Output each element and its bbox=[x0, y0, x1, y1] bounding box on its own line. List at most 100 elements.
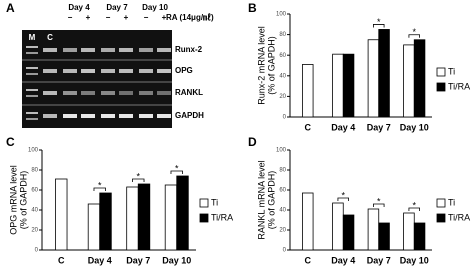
gel-band bbox=[139, 114, 153, 118]
y-tick-label: 20 bbox=[279, 228, 286, 234]
gel-band bbox=[63, 114, 77, 118]
significance-mark: * bbox=[341, 190, 345, 200]
ladder-band bbox=[26, 46, 38, 48]
significance-mark: * bbox=[412, 200, 416, 210]
bar bbox=[413, 222, 426, 251]
bar bbox=[99, 192, 112, 251]
gene-label: GAPDH bbox=[175, 111, 204, 120]
y-tick-label: 100 bbox=[276, 12, 287, 18]
x-tick-label: C bbox=[305, 255, 312, 265]
bar bbox=[342, 53, 355, 118]
bar bbox=[302, 64, 314, 118]
lane-label: M bbox=[29, 33, 36, 42]
bar bbox=[87, 203, 101, 251]
x-tick-label: Day 10 bbox=[400, 255, 429, 265]
gel-band bbox=[139, 69, 153, 73]
gene-label: Runx-2 bbox=[175, 45, 203, 54]
gel-band bbox=[101, 114, 115, 118]
bar bbox=[332, 202, 344, 251]
y-tick-label: 80 bbox=[279, 168, 286, 174]
significance-mark: * bbox=[98, 180, 102, 190]
y-tick-label: 20 bbox=[31, 228, 38, 234]
gel-band bbox=[43, 114, 57, 118]
gel-band bbox=[157, 48, 171, 52]
gene-label: RANKL bbox=[175, 88, 203, 97]
gel-band bbox=[139, 91, 153, 95]
panel-label: C bbox=[6, 135, 15, 149]
gel-band bbox=[119, 114, 133, 118]
ra-sign: − bbox=[68, 13, 73, 22]
legend-swatch bbox=[436, 213, 446, 223]
ra-sign: + bbox=[86, 13, 91, 22]
gel-band bbox=[63, 91, 77, 95]
legend-swatch bbox=[199, 213, 209, 223]
legend-label: Ti/RA bbox=[448, 81, 470, 91]
x-tick-label: Day 7 bbox=[126, 255, 150, 265]
legend-label: Ti bbox=[211, 197, 218, 207]
y-tick-label: 0 bbox=[283, 115, 287, 121]
y-tick-label: 40 bbox=[31, 208, 38, 214]
gel-band bbox=[139, 48, 153, 52]
significance-bracket bbox=[170, 170, 183, 174]
y-tick-label: 60 bbox=[279, 53, 286, 59]
x-tick-label: Day 4 bbox=[331, 255, 355, 265]
day-label: Day 7 bbox=[106, 3, 128, 12]
x-tick-label: Day 10 bbox=[400, 122, 429, 132]
gel-band bbox=[101, 69, 115, 73]
significance-mark: * bbox=[377, 17, 381, 27]
gel-band bbox=[43, 48, 57, 52]
legend-label: Ti/RA bbox=[211, 212, 233, 222]
gel-band bbox=[63, 48, 77, 52]
treatment-label: RA (14μg/㎖) bbox=[166, 12, 214, 22]
lane-label: C bbox=[47, 33, 53, 42]
gel-band bbox=[119, 91, 133, 95]
significance-bracket bbox=[337, 197, 349, 201]
bar bbox=[332, 53, 344, 118]
bar bbox=[55, 178, 68, 251]
significance-mark: * bbox=[377, 196, 381, 206]
gel-band bbox=[81, 48, 95, 52]
gel-band bbox=[81, 91, 95, 95]
significance-bracket bbox=[132, 178, 145, 182]
bar bbox=[403, 212, 415, 251]
y-tick-label: 60 bbox=[31, 188, 38, 194]
ra-sign: − bbox=[106, 13, 111, 22]
ladder-band bbox=[26, 73, 38, 75]
y-axis-label: (% of GAPDH) bbox=[18, 171, 28, 230]
panel-label: D bbox=[248, 135, 257, 149]
significance-bracket bbox=[373, 24, 385, 28]
gel-band bbox=[157, 91, 171, 95]
bar bbox=[413, 39, 426, 118]
significance-bracket bbox=[408, 207, 420, 211]
y-tick-label: 0 bbox=[35, 248, 39, 254]
y-tick-label: 80 bbox=[279, 32, 286, 38]
significance-mark: * bbox=[412, 27, 416, 37]
significance-bracket bbox=[373, 203, 385, 207]
y-tick-label: 80 bbox=[31, 168, 38, 174]
x-tick-label: Day 7 bbox=[367, 122, 391, 132]
gel-band bbox=[63, 69, 77, 73]
x-tick-label: Day 4 bbox=[331, 122, 355, 132]
significance-mark: * bbox=[136, 171, 140, 181]
day-label: Day 4 bbox=[68, 3, 90, 12]
bar bbox=[367, 208, 380, 251]
x-tick-label: C bbox=[58, 255, 65, 265]
gel-band bbox=[119, 48, 133, 52]
y-tick-label: 40 bbox=[279, 208, 286, 214]
gel-band bbox=[119, 69, 133, 73]
y-tick-label: 40 bbox=[279, 73, 286, 79]
y-tick-label: 60 bbox=[279, 188, 286, 194]
y-axis-label: RANKL mRNA level bbox=[256, 160, 266, 239]
y-axis-label: Runx-2 mRNA level bbox=[256, 26, 266, 105]
panel-label: B bbox=[248, 1, 257, 15]
y-tick-label: 20 bbox=[279, 94, 286, 100]
x-tick-label: Day 4 bbox=[88, 255, 112, 265]
gel-band bbox=[101, 91, 115, 95]
gene-label: OPG bbox=[175, 66, 193, 75]
gel-band bbox=[157, 114, 171, 118]
y-tick-label: 100 bbox=[276, 148, 287, 154]
y-axis-label: (% of GAPDH) bbox=[266, 36, 276, 95]
y-tick-label: 100 bbox=[28, 148, 39, 154]
bar bbox=[378, 29, 390, 118]
